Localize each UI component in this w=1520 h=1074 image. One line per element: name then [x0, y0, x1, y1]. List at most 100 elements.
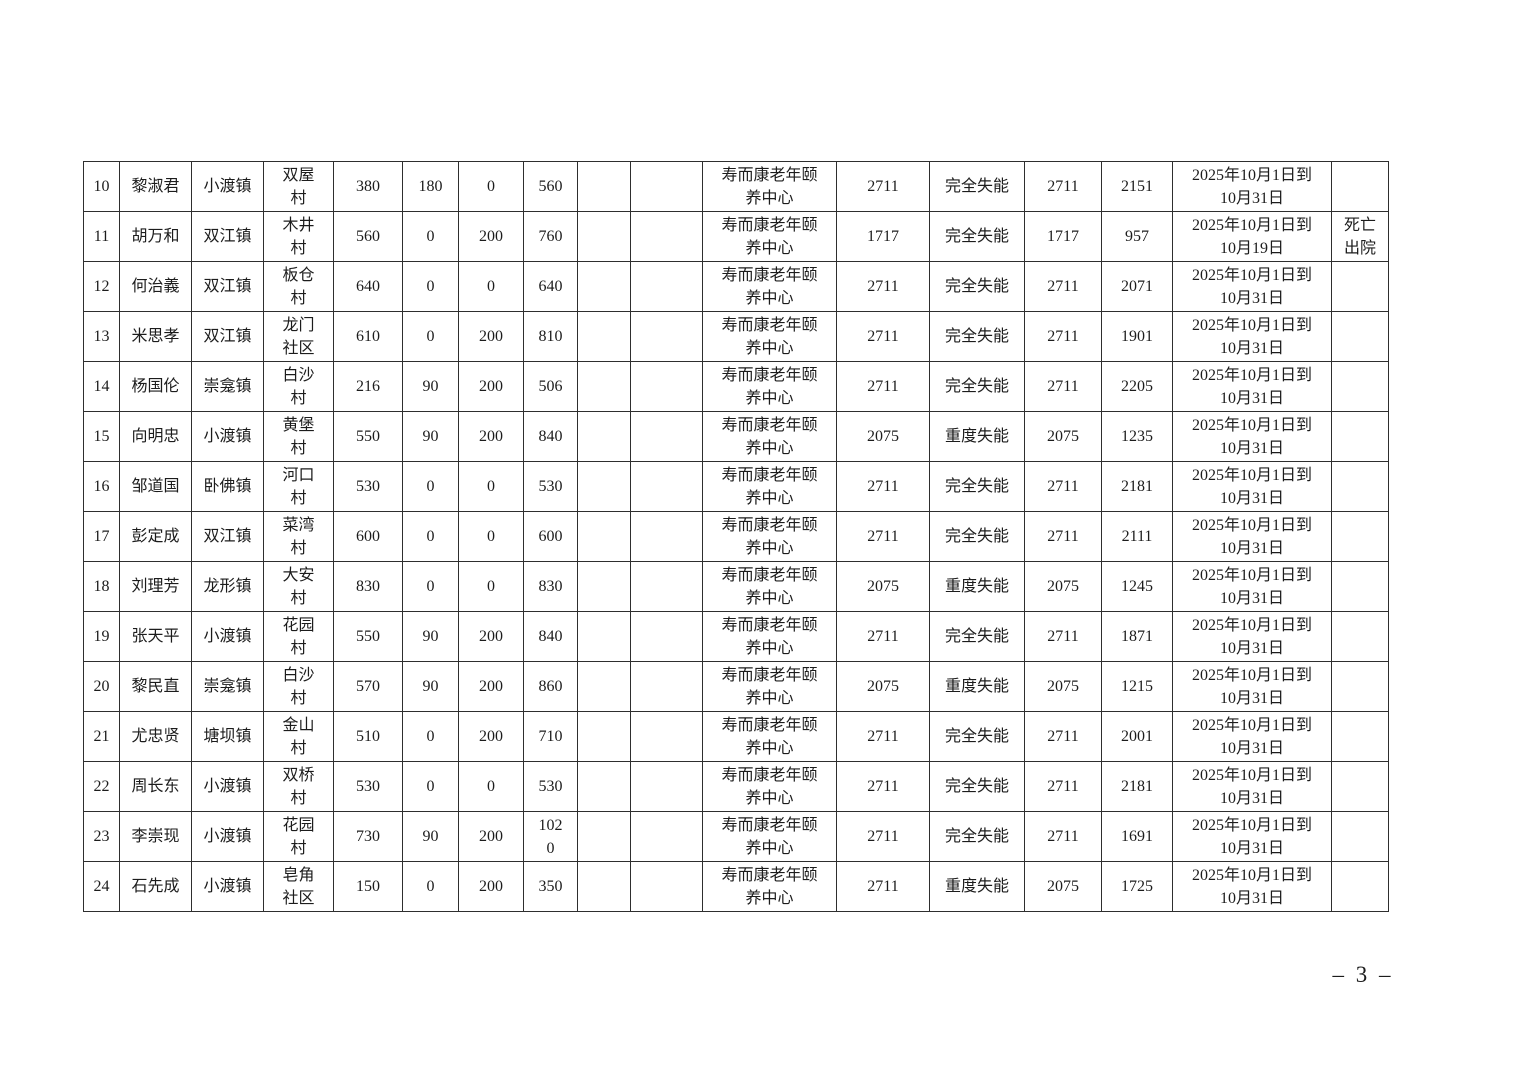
cell-blank2: [630, 261, 703, 312]
cell-n6: 2075: [1024, 411, 1102, 462]
cell-blank2: [630, 211, 703, 262]
cell-n2: 90: [402, 361, 459, 412]
cell-level: 完全失能: [929, 311, 1025, 362]
cell-remark: [1331, 861, 1389, 912]
cell-blank1: [577, 411, 631, 462]
cell-name: 邹道国: [119, 461, 192, 512]
cell-town: 龙形镇: [191, 561, 264, 612]
cell-n1: 216: [333, 361, 403, 412]
cell-name: 尤忠贤: [119, 711, 192, 762]
cell-level: 重度失能: [929, 411, 1025, 462]
cell-n5: 2711: [836, 861, 930, 912]
cell-remark: [1331, 661, 1389, 712]
cell-village: 河口村: [263, 461, 334, 512]
cell-blank1: [577, 361, 631, 412]
cell-n3: 200: [458, 311, 524, 362]
cell-period: 2025年10月1日到10月31日: [1172, 361, 1332, 412]
cell-n7: 2181: [1101, 461, 1173, 512]
cell-n4: 830: [523, 561, 578, 612]
cell-village: 双屋村: [263, 161, 334, 212]
cell-period: 2025年10月1日到10月31日: [1172, 411, 1332, 462]
cell-n4: 840: [523, 611, 578, 662]
cell-n5: 2711: [836, 511, 930, 562]
cell-n2: 0: [402, 711, 459, 762]
cell-blank1: [577, 761, 631, 812]
table-row: 11 胡万和 双江镇 木井村 560 0 200 760 寿而康老年颐养中心 1717 完全失能 17…: [83, 211, 1389, 262]
cell-n5: 1717: [836, 211, 930, 262]
cell-n6: 2711: [1024, 461, 1102, 512]
cell-n7: 1245: [1101, 561, 1173, 612]
cell-period: 2025年10月1日到10月31日: [1172, 711, 1332, 762]
cell-village: 花园村: [263, 811, 334, 862]
cell-n2: 90: [402, 411, 459, 462]
cell-n7: 2181: [1101, 761, 1173, 812]
cell-village: 皂角社区: [263, 861, 334, 912]
cell-level: 完全失能: [929, 261, 1025, 312]
cell-no: 15: [83, 411, 120, 462]
cell-level: 完全失能: [929, 361, 1025, 412]
cell-n2: 0: [402, 761, 459, 812]
cell-n4: 530: [523, 761, 578, 812]
table-row: 16 邹道国 卧佛镇 河口村 530 0 0 530 寿而康老年颐养中心 2711 完全失能 2711…: [83, 461, 1389, 512]
cell-n4: 760: [523, 211, 578, 262]
cell-period: 2025年10月1日到10月31日: [1172, 661, 1332, 712]
cell-n1: 830: [333, 561, 403, 612]
cell-remark: [1331, 261, 1389, 312]
cell-n7: 2111: [1101, 511, 1173, 562]
cell-n2: 0: [402, 561, 459, 612]
cell-name: 向明忠: [119, 411, 192, 462]
table-body: 10 黎淑君 小渡镇 双屋村 380 180 0 560 寿而康老年颐养中心 2711 完全失能 27…: [83, 161, 1389, 912]
cell-n6: 2711: [1024, 161, 1102, 212]
table-row: 13 米思孝 双江镇 龙门社区 610 0 200 810 寿而康老年颐养中心 2711 完全失能 2…: [83, 311, 1389, 362]
cell-n6: 2711: [1024, 511, 1102, 562]
cell-org: 寿而康老年颐养中心: [702, 761, 837, 812]
table-row: 18 刘理芳 龙形镇 大安村 830 0 0 830 寿而康老年颐养中心 2075 重度失能 2075…: [83, 561, 1389, 612]
cell-n4: 840: [523, 411, 578, 462]
cell-n3: 200: [458, 411, 524, 462]
table-row: 14 杨国伦 崇龛镇 白沙村 216 90 200 506 寿而康老年颐养中心 2711 完全失能 2…: [83, 361, 1389, 412]
cell-level: 完全失能: [929, 461, 1025, 512]
cell-period: 2025年10月1日到10月31日: [1172, 161, 1332, 212]
cell-n6: 2711: [1024, 611, 1102, 662]
cell-name: 黎民直: [119, 661, 192, 712]
cell-town: 小渡镇: [191, 861, 264, 912]
cell-n5: 2711: [836, 711, 930, 762]
cell-level: 完全失能: [929, 161, 1025, 212]
cell-blank1: [577, 461, 631, 512]
cell-period: 2025年10月1日到10月31日: [1172, 261, 1332, 312]
cell-org: 寿而康老年颐养中心: [702, 311, 837, 362]
cell-n5: 2711: [836, 311, 930, 362]
cell-n6: 2711: [1024, 711, 1102, 762]
cell-village: 板仓村: [263, 261, 334, 312]
cell-no: 18: [83, 561, 120, 612]
cell-name: 米思孝: [119, 311, 192, 362]
cell-town: 小渡镇: [191, 811, 264, 862]
cell-level: 完全失能: [929, 761, 1025, 812]
cell-remark: [1331, 361, 1389, 412]
cell-no: 21: [83, 711, 120, 762]
cell-n3: 0: [458, 161, 524, 212]
cell-village: 菜湾村: [263, 511, 334, 562]
cell-n2: 90: [402, 611, 459, 662]
cell-blank2: [630, 161, 703, 212]
cell-level: 完全失能: [929, 611, 1025, 662]
cell-org: 寿而康老年颐养中心: [702, 411, 837, 462]
cell-village: 龙门社区: [263, 311, 334, 362]
table-row: 10 黎淑君 小渡镇 双屋村 380 180 0 560 寿而康老年颐养中心 2711 完全失能 27…: [83, 161, 1389, 212]
cell-town: 卧佛镇: [191, 461, 264, 512]
cell-blank1: [577, 661, 631, 712]
cell-no: 17: [83, 511, 120, 562]
table-row: 22 周长东 小渡镇 双桥村 530 0 0 530 寿而康老年颐养中心 2711 完全失能 2711…: [83, 761, 1389, 812]
cell-org: 寿而康老年颐养中心: [702, 561, 837, 612]
cell-n3: 200: [458, 211, 524, 262]
cell-n3: 0: [458, 761, 524, 812]
cell-n3: 200: [458, 611, 524, 662]
cell-blank1: [577, 161, 631, 212]
cell-blank2: [630, 761, 703, 812]
cell-n5: 2711: [836, 611, 930, 662]
cell-n1: 640: [333, 261, 403, 312]
cell-period: 2025年10月1日到10月31日: [1172, 461, 1332, 512]
cell-blank1: [577, 561, 631, 612]
cell-n7: 2151: [1101, 161, 1173, 212]
cell-period: 2025年10月1日到10月31日: [1172, 311, 1332, 362]
